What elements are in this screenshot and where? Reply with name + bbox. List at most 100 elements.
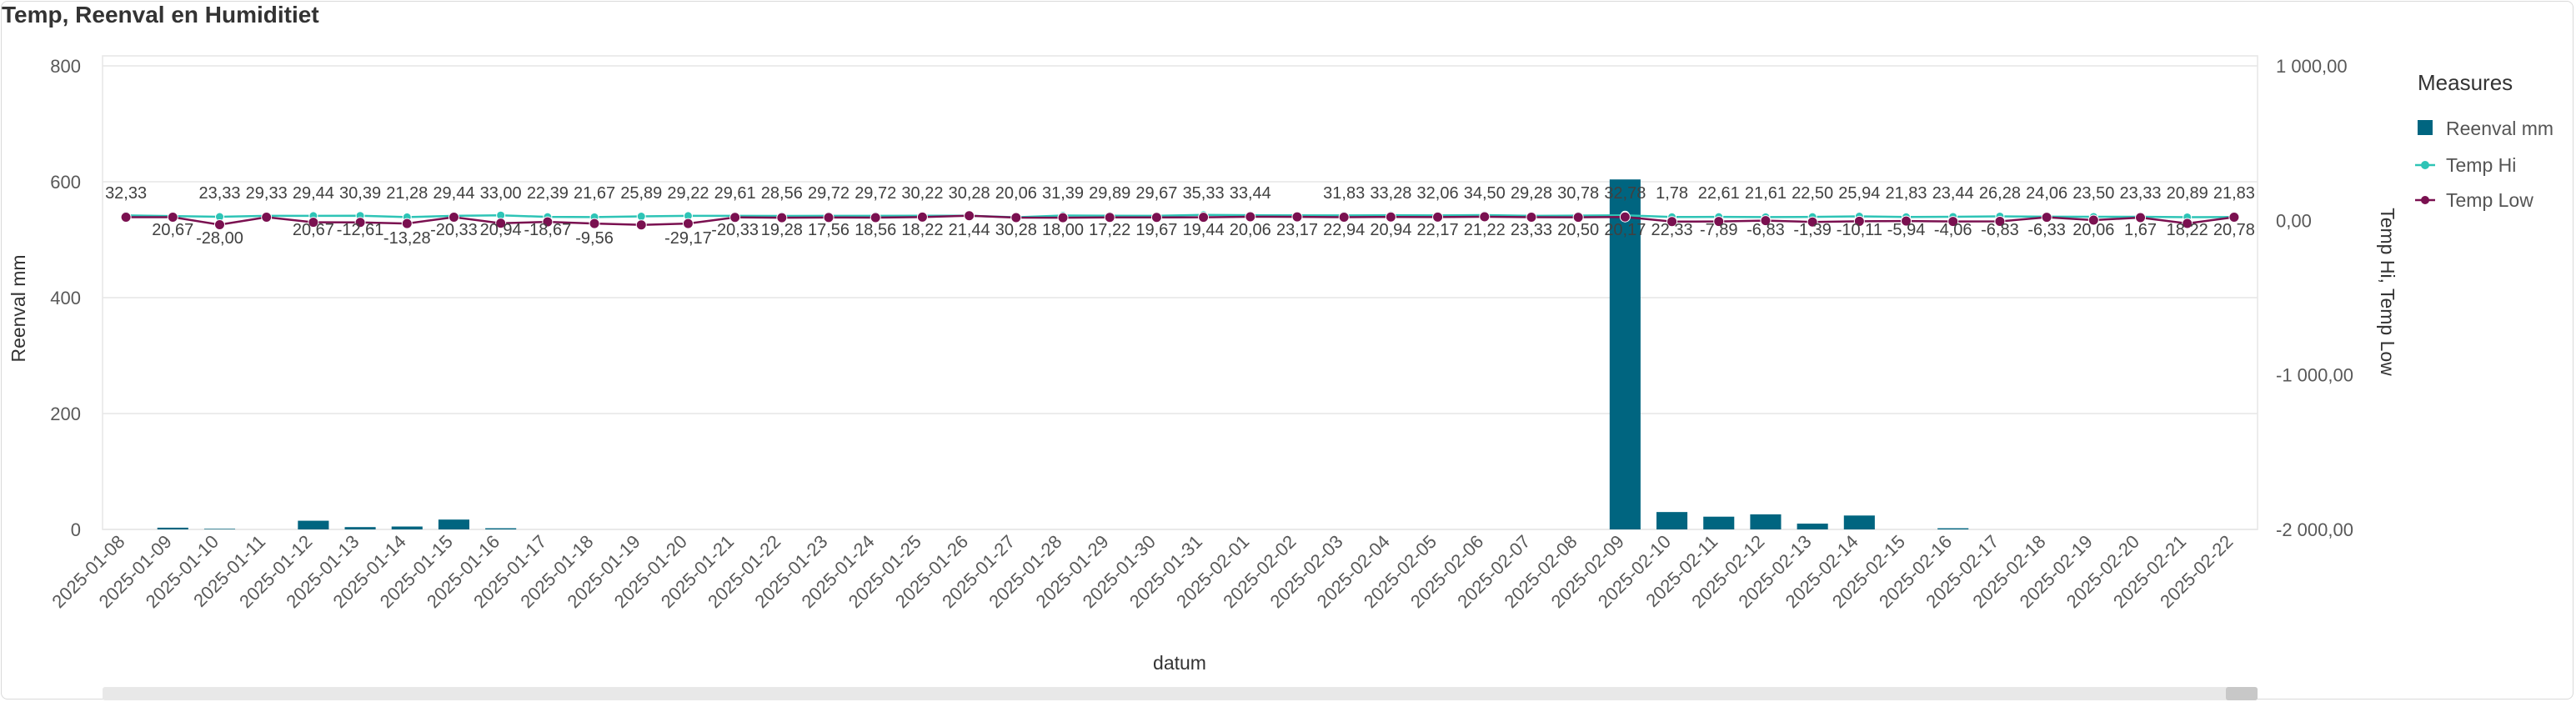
horizontal-scrollbar[interactable] (103, 687, 2258, 700)
temp-low-point[interactable] (261, 212, 273, 223)
bar[interactable] (1750, 514, 1782, 529)
temp-low-point[interactable] (729, 212, 741, 223)
temp-low-data-label: -6,83 (1747, 221, 1785, 239)
bar[interactable] (157, 527, 188, 529)
bar[interactable] (1656, 512, 1688, 529)
temp-low-point[interactable] (1338, 211, 1350, 223)
temp-hi-data-label: 21,83 (2213, 184, 2255, 203)
temp-hi-data-label: 29,72 (854, 184, 896, 203)
temp-low-point[interactable] (1291, 211, 1303, 223)
bar[interactable] (344, 527, 376, 529)
temp-hi-data-label: 29,44 (293, 184, 334, 203)
temp-low-data-label: 20,50 (1557, 221, 1599, 239)
temp-low-point[interactable] (2228, 211, 2240, 223)
temp-low-point[interactable] (1807, 216, 1818, 228)
temp-low-point[interactable] (167, 212, 178, 223)
scrollbar-thumb[interactable] (2226, 687, 2258, 700)
temp-low-point[interactable] (1572, 212, 1584, 223)
temp-low-point[interactable] (2182, 218, 2193, 229)
temp-low-point[interactable] (870, 212, 881, 223)
temp-low-point[interactable] (1385, 211, 1396, 223)
temp-low-point[interactable] (213, 219, 225, 231)
y-tick-label: 600 (50, 172, 81, 193)
temp-hi-point[interactable] (636, 212, 646, 222)
legend-label-reenval: Reenval mm (2446, 118, 2553, 139)
temp-low-data-label: -6,83 (1981, 221, 2019, 239)
temp-low-point[interactable] (1853, 215, 1865, 227)
legend-item-reenval[interactable]: Reenval mm (2418, 118, 2553, 139)
temp-hi-data-label: 29,72 (808, 184, 849, 203)
temp-low-point[interactable] (1901, 215, 1912, 227)
temp-low-point[interactable] (2135, 212, 2147, 223)
temp-low-point[interactable] (495, 218, 507, 229)
temp-low-data-label: 19,44 (1183, 221, 1225, 239)
temp-low-point[interactable] (1619, 211, 1631, 223)
temp-low-point[interactable] (1947, 216, 1959, 228)
temp-low-point[interactable] (354, 217, 366, 228)
temp-low-point[interactable] (823, 212, 834, 223)
temp-low-data-label: 30,28 (995, 221, 1037, 239)
temp-hi-data-label: 30,39 (339, 184, 381, 203)
temp-low-point[interactable] (1150, 212, 1162, 223)
temp-low-data-label: 22,33 (1651, 221, 1693, 239)
page-title: Temp, Reenval en Humiditiet (2, 2, 319, 28)
temp-low-data-label: -28,00 (196, 229, 243, 248)
temp-low-point[interactable] (1057, 212, 1069, 223)
bar[interactable] (438, 519, 470, 529)
temp-hi-data-label: 29,89 (1089, 184, 1130, 203)
temp-low-point[interactable] (1526, 212, 1537, 223)
legend-item-temp-low[interactable]: Temp Low (2415, 189, 2533, 211)
temp-low-point[interactable] (1760, 215, 1772, 227)
temp-low-point[interactable] (1104, 212, 1115, 223)
temp-low-data-label: 20,78 (2213, 221, 2255, 239)
temp-low-data-label: -7,89 (1700, 221, 1738, 239)
temp-low-point[interactable] (448, 211, 459, 223)
bar[interactable] (1797, 524, 1828, 529)
temp-low-data-label: 23,33 (1511, 221, 1552, 239)
bar[interactable] (298, 520, 329, 529)
temp-hi-data-label: 33,44 (1230, 184, 1271, 203)
temp-low-point[interactable] (2041, 212, 2052, 223)
temp-hi-data-label: 24,06 (2026, 184, 2067, 203)
temp-low-data-label: 21,44 (949, 221, 990, 239)
temp-hi-line (126, 213, 2234, 218)
temp-low-point[interactable] (1432, 211, 1444, 223)
temp-low-data-label: 22,17 (1417, 221, 1459, 239)
legend-swatch-reenval (2418, 120, 2433, 135)
temp-low-point[interactable] (1245, 211, 1256, 223)
temp-low-point[interactable] (635, 219, 647, 231)
temp-hi-data-label: 26,28 (1979, 184, 2021, 203)
temp-low-point[interactable] (1666, 216, 1678, 228)
temp-hi-data-label: 35,33 (1183, 184, 1225, 203)
temp-low-point[interactable] (1479, 211, 1491, 223)
temp-low-data-label: -13,28 (383, 229, 431, 248)
temp-hi-data-label: 32,33 (105, 184, 147, 203)
temp-hi-data-label: 22,39 (527, 184, 569, 203)
bar[interactable] (391, 526, 423, 529)
temp-low-point[interactable] (1010, 212, 1022, 223)
temp-low-point[interactable] (1994, 216, 2006, 228)
temp-low-point[interactable] (1198, 212, 1210, 223)
temp-low-point[interactable] (308, 217, 319, 228)
temp-low-point[interactable] (2087, 214, 2099, 226)
temp-low-point[interactable] (682, 218, 694, 229)
temp-low-point[interactable] (776, 212, 788, 223)
bar[interactable] (1703, 516, 1735, 529)
bar[interactable] (1609, 179, 1641, 529)
temp-low-data-label: 20,94 (480, 221, 522, 239)
legend-marker-temp-hi (2421, 161, 2429, 169)
temp-low-point[interactable] (542, 216, 554, 228)
temp-hi-data-label: 25,94 (1838, 184, 1880, 203)
temp-low-point[interactable] (401, 218, 413, 229)
temp-low-point[interactable] (916, 211, 928, 223)
bar[interactable] (1843, 515, 1875, 529)
legend-item-temp-hi[interactable]: Temp Hi (2415, 154, 2516, 176)
temp-low-point[interactable] (1713, 216, 1725, 228)
temp-low-point[interactable] (589, 218, 600, 229)
temp-low-point[interactable] (120, 212, 132, 223)
temp-low-point[interactable] (964, 210, 975, 222)
temp-hi-data-label: 29,28 (1511, 184, 1552, 203)
temp-low-data-label: 18,56 (854, 221, 896, 239)
temp-low-data-label: 20,06 (2072, 221, 2114, 239)
